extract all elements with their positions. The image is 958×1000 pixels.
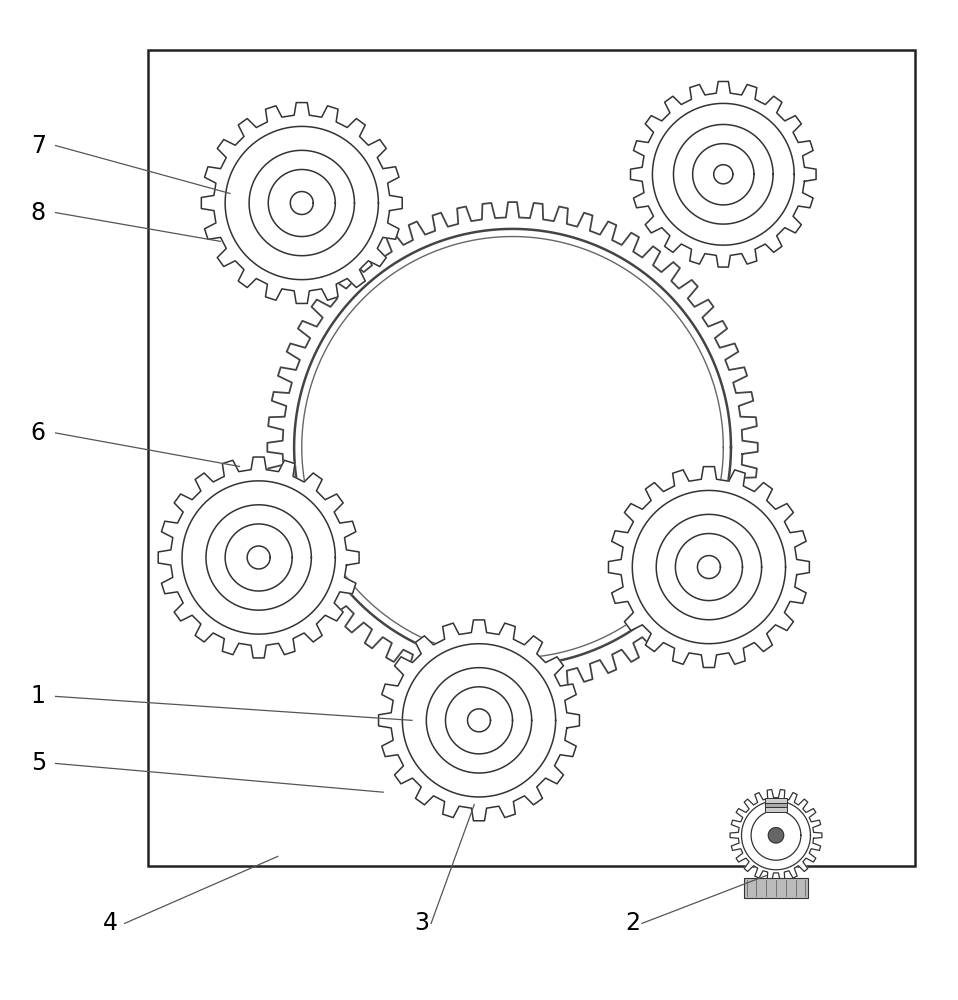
Bar <box>764 798 787 803</box>
Polygon shape <box>247 546 270 569</box>
Polygon shape <box>267 202 758 693</box>
Polygon shape <box>182 481 335 634</box>
Text: 4: 4 <box>103 911 118 935</box>
Polygon shape <box>426 668 532 773</box>
Polygon shape <box>741 801 810 870</box>
Polygon shape <box>290 192 313 215</box>
Polygon shape <box>225 524 292 591</box>
Text: 1: 1 <box>31 684 46 708</box>
Polygon shape <box>201 103 402 303</box>
Polygon shape <box>675 534 742 601</box>
Polygon shape <box>630 81 816 267</box>
Polygon shape <box>768 828 784 843</box>
Text: 8: 8 <box>31 201 46 225</box>
Polygon shape <box>697 556 720 579</box>
Polygon shape <box>402 644 556 797</box>
Bar <box>148 50 915 866</box>
Polygon shape <box>225 126 378 280</box>
Polygon shape <box>294 229 731 666</box>
Polygon shape <box>693 144 754 205</box>
Text: 6: 6 <box>31 421 46 445</box>
Bar <box>764 807 787 812</box>
Polygon shape <box>206 505 311 610</box>
Text: 2: 2 <box>625 911 640 935</box>
Polygon shape <box>249 150 354 256</box>
Polygon shape <box>268 169 335 237</box>
Bar <box>743 878 809 898</box>
Text: 3: 3 <box>414 911 429 935</box>
Polygon shape <box>632 490 786 644</box>
Bar <box>764 803 787 807</box>
Polygon shape <box>608 467 810 667</box>
Polygon shape <box>656 514 762 620</box>
Polygon shape <box>158 457 359 658</box>
Polygon shape <box>673 124 773 224</box>
Text: 7: 7 <box>31 134 46 158</box>
Polygon shape <box>714 165 733 184</box>
Polygon shape <box>445 687 513 754</box>
Polygon shape <box>730 790 822 881</box>
Polygon shape <box>751 810 801 860</box>
Polygon shape <box>378 620 580 821</box>
Polygon shape <box>652 103 794 245</box>
Polygon shape <box>468 709 490 732</box>
Text: 5: 5 <box>31 751 46 775</box>
